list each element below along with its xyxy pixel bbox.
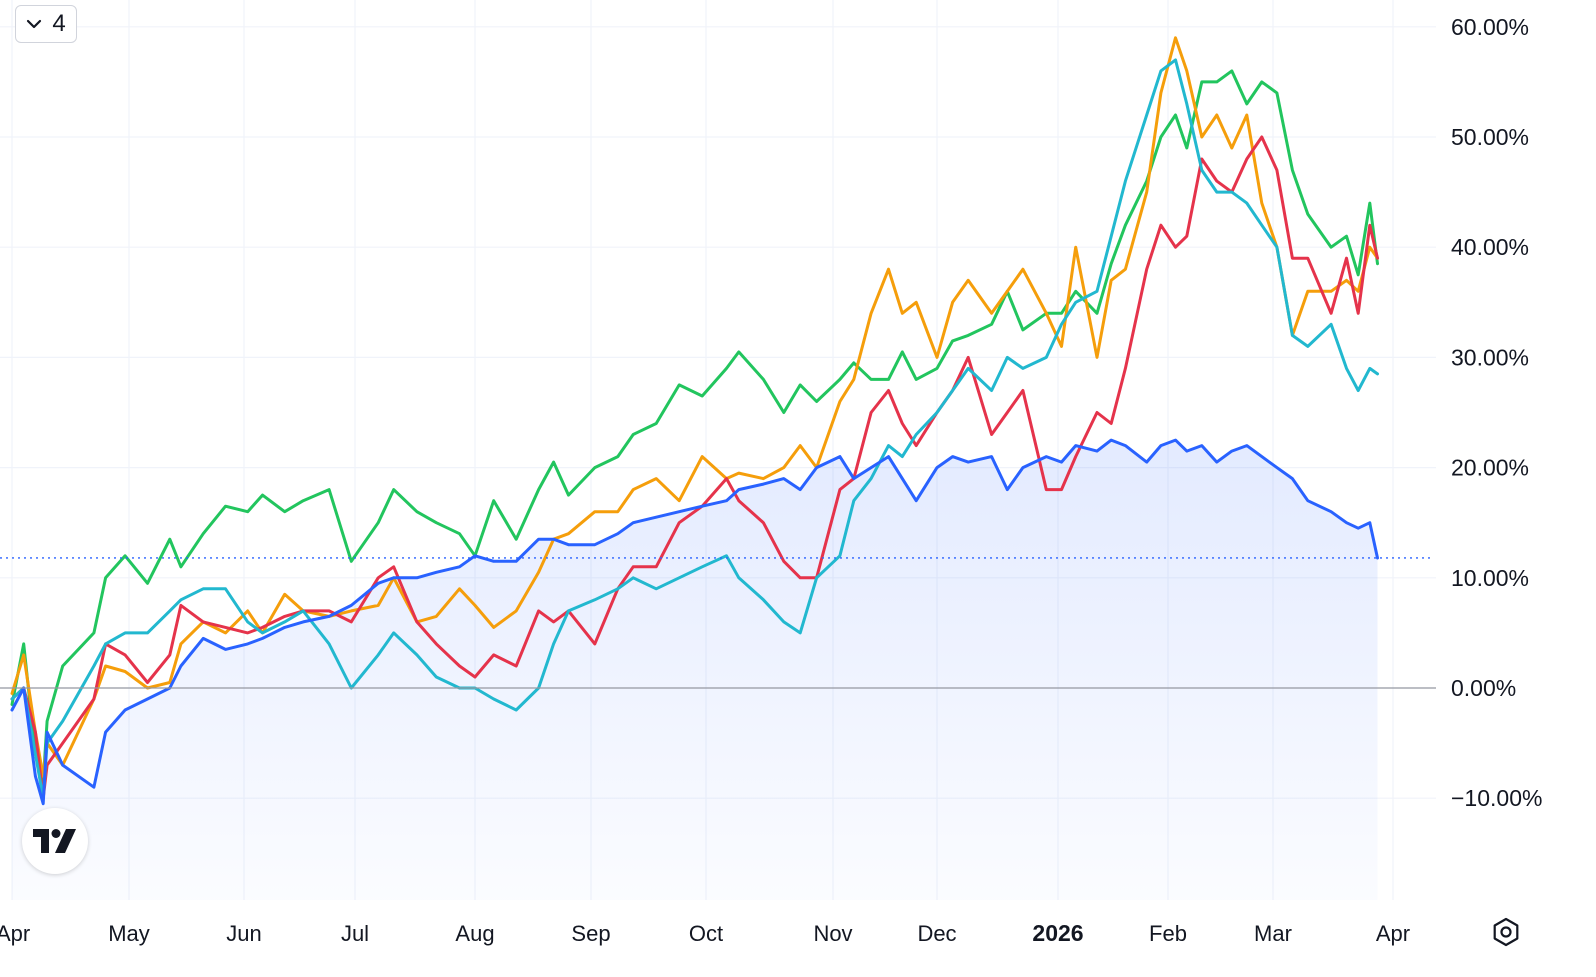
x-tick-label: Nov bbox=[813, 921, 852, 946]
overlay-layer bbox=[0, 557, 1436, 689]
y-tick-label: 50.00% bbox=[1451, 124, 1529, 150]
x-tick-label: May bbox=[108, 921, 150, 946]
x-tick-label: Apr bbox=[0, 921, 30, 946]
x-tick-label: Dec bbox=[917, 921, 956, 946]
series-count: 4 bbox=[52, 10, 66, 37]
x-axis: Apr May Jun Jul Aug Sep Oct Nov Dec 2026 Feb Mar Apr bbox=[0, 920, 1410, 946]
y-tick-label: −10.00% bbox=[1451, 785, 1542, 811]
y-tick-label: 0.00% bbox=[1451, 675, 1516, 701]
area-layer bbox=[12, 440, 1378, 900]
grid-layer bbox=[0, 0, 1436, 900]
series-line-2[interactable] bbox=[10, 36, 1379, 778]
series-collapse-button[interactable]: 4 bbox=[15, 5, 77, 43]
y-tick-label: 20.00% bbox=[1451, 455, 1529, 481]
x-tick-label: Jun bbox=[226, 921, 261, 946]
x-tick-label: Jul bbox=[341, 921, 369, 946]
series-line-3[interactable] bbox=[10, 135, 1379, 800]
x-tick-label: 2026 bbox=[1032, 920, 1083, 946]
tradingview-logo-icon bbox=[33, 829, 76, 853]
y-tick-label: 60.00% bbox=[1451, 14, 1529, 40]
y-axis: 60.00% 50.00% 40.00% 30.00% 20.00% 10.00% 0.00… bbox=[1451, 14, 1542, 811]
tradingview-logo[interactable] bbox=[22, 808, 88, 874]
chevron-down-icon bbox=[27, 19, 42, 29]
y-tick-label: 10.00% bbox=[1451, 565, 1529, 591]
series-area-fill bbox=[12, 440, 1378, 900]
x-tick-label: Sep bbox=[571, 921, 610, 946]
x-tick-label: Oct bbox=[689, 921, 723, 946]
settings-button[interactable] bbox=[1488, 914, 1524, 950]
x-tick-label: Mar bbox=[1254, 921, 1292, 946]
x-tick-label: Feb bbox=[1149, 921, 1187, 946]
settings-icon bbox=[1493, 917, 1519, 947]
series-layer bbox=[10, 36, 1379, 806]
y-tick-label: 40.00% bbox=[1451, 234, 1529, 260]
series-line-4[interactable] bbox=[10, 58, 1379, 800]
series-line-1[interactable] bbox=[10, 69, 1379, 784]
x-tick-label: Apr bbox=[1376, 921, 1410, 946]
y-tick-label: 30.00% bbox=[1451, 344, 1529, 370]
series-line-5[interactable] bbox=[10, 438, 1379, 806]
x-tick-label: Aug bbox=[455, 921, 494, 946]
